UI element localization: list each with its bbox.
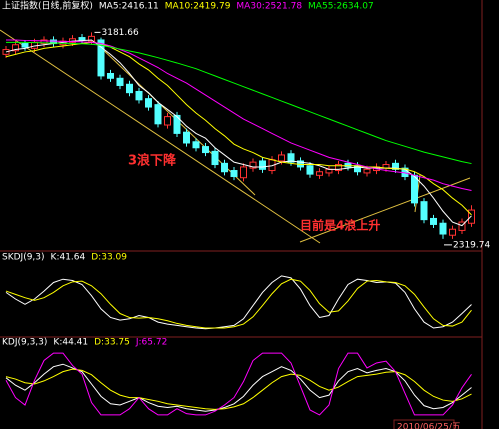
high-label: 3181.66 [102, 28, 139, 38]
candle-body [78, 37, 86, 41]
line-series [5, 278, 472, 329]
legend-entry: K:41.64 [51, 253, 86, 263]
candle-body [221, 162, 228, 173]
date-box [393, 419, 455, 429]
candle-body [240, 166, 247, 179]
candle-body [287, 153, 295, 163]
candle-body [249, 161, 257, 169]
candle-body [325, 168, 333, 174]
candle-body [230, 170, 238, 178]
candle-body [344, 162, 352, 168]
candle-body [97, 39, 105, 77]
candle-body [164, 116, 171, 126]
candle-body [468, 209, 475, 224]
candle-body [126, 83, 133, 94]
candle-body [12, 44, 19, 52]
legend-entry: MA10:2419.79 [165, 2, 231, 12]
line-series [5, 275, 472, 330]
candle-body [278, 154, 285, 162]
candle-body [88, 35, 95, 42]
candle-body [449, 228, 456, 236]
date-label: 2010/06/25/五 [397, 423, 461, 429]
line-series [6, 41, 472, 165]
candle-body [430, 217, 437, 225]
candle-body [458, 221, 466, 231]
line-series [5, 363, 472, 412]
candle-body [335, 164, 342, 172]
candle-body [116, 77, 124, 86]
candle-body [363, 168, 371, 174]
line-series [5, 39, 472, 227]
candle-body [259, 160, 266, 170]
legend-entry: MA5:2416.11 [99, 2, 159, 12]
candle-body [306, 165, 314, 175]
legend-entry: D:33.09 [91, 253, 127, 263]
line-series [5, 368, 472, 410]
panel-title: KDJ(9,3,3) [2, 338, 47, 348]
legend-entry: D:33.75 [94, 338, 130, 348]
annotation: 目前是4浪上升 [300, 218, 380, 233]
legend-entry: MA30:2521.78 [236, 2, 302, 12]
candle-body [439, 222, 447, 235]
line-series [5, 41, 472, 216]
candle-body [211, 150, 219, 166]
candle-body [316, 171, 323, 176]
candle-body [173, 114, 181, 134]
candle-body [192, 141, 200, 149]
line-series [6, 39, 472, 191]
panel-title: SKDJ(9,3) [2, 253, 45, 263]
candle-body [21, 43, 29, 48]
candle-body [411, 174, 418, 204]
annotation: 3浪下降 [128, 153, 177, 169]
candle-body [107, 73, 114, 79]
candle-body [154, 104, 162, 125]
candle-body [202, 146, 209, 154]
line-series [5, 352, 472, 416]
low-label: 2319.74 [453, 240, 490, 250]
candle-body [145, 98, 152, 108]
legend-entry: MA55:2634.07 [308, 2, 374, 12]
candle-body [135, 90, 143, 101]
candle-body [183, 131, 190, 144]
legend-entry: K:44.41 [53, 338, 88, 348]
candle-body [40, 39, 48, 45]
panel-title: 上证指数(日线,前复权) [2, 0, 93, 12]
wave-line [0, 29, 321, 244]
candle-body [420, 201, 428, 221]
legend-entry: J:65.72 [135, 338, 167, 348]
